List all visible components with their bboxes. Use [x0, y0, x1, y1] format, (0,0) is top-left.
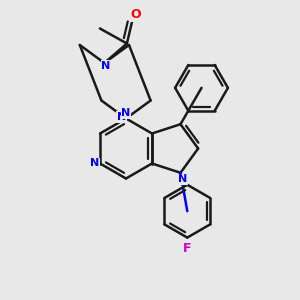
Text: O: O — [130, 8, 141, 22]
Text: N: N — [101, 61, 110, 71]
Text: F: F — [183, 242, 191, 255]
Text: N: N — [117, 112, 126, 122]
Text: N: N — [90, 158, 99, 169]
Text: N: N — [178, 174, 188, 184]
Text: N: N — [122, 108, 130, 118]
